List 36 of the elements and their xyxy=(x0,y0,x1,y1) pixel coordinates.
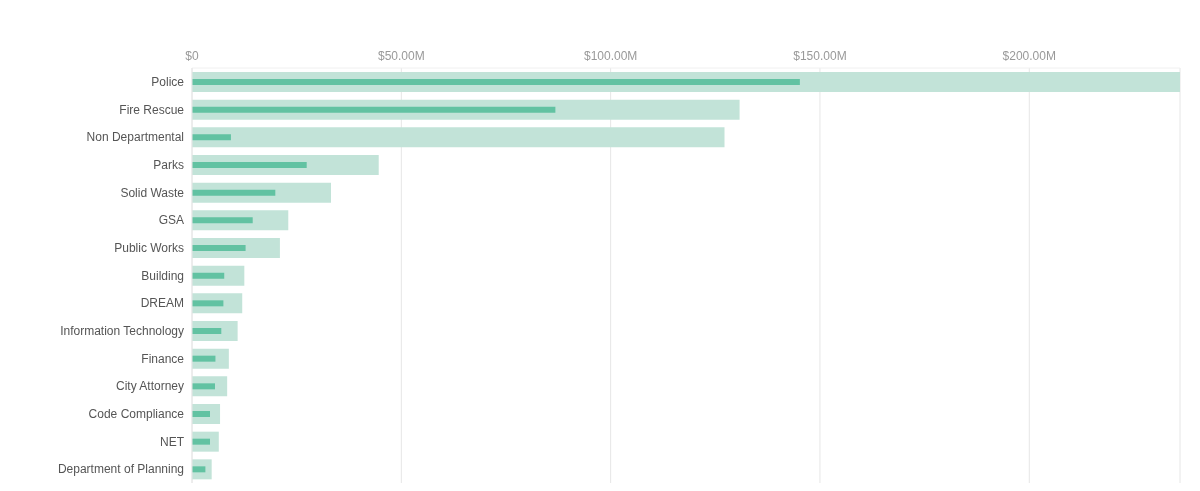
y-tick-label: Building xyxy=(141,268,184,283)
x-tick-label: $50.00M xyxy=(377,49,425,63)
y-tick-label: Code Compliance xyxy=(88,407,185,422)
y-tick-label: GSA xyxy=(158,213,184,228)
y-tick-label: Non Departmental xyxy=(86,130,184,145)
bar xyxy=(192,189,276,196)
y-tick-label: Finance xyxy=(141,351,185,366)
x-tick-label: $150.00M xyxy=(793,49,847,63)
bar xyxy=(192,438,210,445)
y-tick-label: NET xyxy=(160,434,185,449)
y-tick-label: City Attorney xyxy=(115,379,184,394)
bar xyxy=(192,383,216,390)
y-tick-label: DREAM xyxy=(140,296,184,311)
bar xyxy=(192,328,222,334)
y-tick-label: Information Technology xyxy=(60,324,184,339)
y-tick-label: Department of Planning xyxy=(57,462,184,477)
y-tick-label: Solid Waste xyxy=(120,185,185,200)
y-tick-label: Police xyxy=(151,75,185,90)
bar xyxy=(192,79,800,85)
bar xyxy=(192,245,246,251)
y-tick-label: Fire Rescue xyxy=(119,102,185,117)
bar xyxy=(192,134,231,141)
bar xyxy=(192,466,206,473)
x-tick-label: $0 xyxy=(185,49,199,63)
y-tick-label: Parks xyxy=(153,158,184,173)
y-tick-label: Public Works xyxy=(114,241,184,256)
x-tick-label: $200.00M xyxy=(1002,49,1056,63)
bar xyxy=(192,217,253,224)
x-tick-label: $100.00M xyxy=(583,49,638,63)
bar xyxy=(192,355,216,362)
bar xyxy=(192,162,307,168)
bar xyxy=(192,127,725,148)
bar xyxy=(192,272,225,279)
bar xyxy=(192,106,556,113)
bar xyxy=(192,300,224,307)
bar xyxy=(192,411,210,417)
